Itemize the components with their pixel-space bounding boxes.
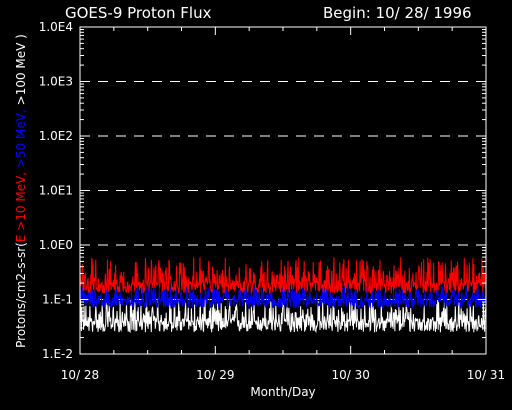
- y-tick-label: 1.0E0: [39, 238, 73, 252]
- x-tick-label: 10/ 29: [196, 368, 234, 382]
- y-tick-label: 1.0E1: [39, 184, 73, 198]
- x-tick-label: 10/ 31: [467, 368, 505, 382]
- y-tick-label: 1.E-2: [42, 347, 73, 361]
- x-axis: 10/ 28 10/ 29 10/ 30 10/ 31: [61, 27, 505, 382]
- chart-title: GOES-9 Proton Flux: [65, 4, 212, 22]
- y-tick-label: 1.0E2: [39, 129, 73, 143]
- y-axis-label-part: >100 MeV ): [14, 34, 28, 109]
- y-axis-label: Protons/cm2-s-sr(E >10 MeV, >50 MeV, >10…: [14, 34, 28, 348]
- x-tick-label: 10/ 30: [331, 368, 369, 382]
- grid-lines: [80, 81, 486, 300]
- series-group: [80, 257, 486, 334]
- y-tick-label: 1.0E4: [39, 20, 73, 34]
- chart-begin-date: Begin: 10/ 28/ 1996: [323, 4, 472, 22]
- series-line: [80, 285, 486, 310]
- y-tick-label: 1.0E3: [39, 75, 73, 89]
- series-line: [80, 257, 486, 296]
- y-tick-label: 1.E-1: [42, 293, 73, 307]
- y-axis-label-part: E >10 MeV,: [14, 172, 28, 242]
- y-axis: 1.E-2 1.E-1 1.0E0 1.0E1 1.0E2 1.0E3 1.0E4: [39, 20, 486, 361]
- y-axis-label-part: >50 MeV,: [14, 109, 28, 172]
- x-tick-label: 10/ 28: [61, 368, 99, 382]
- y-axis-label-part: Protons/cm2-s-sr(: [14, 242, 28, 348]
- x-axis-label: Month/Day: [250, 385, 315, 399]
